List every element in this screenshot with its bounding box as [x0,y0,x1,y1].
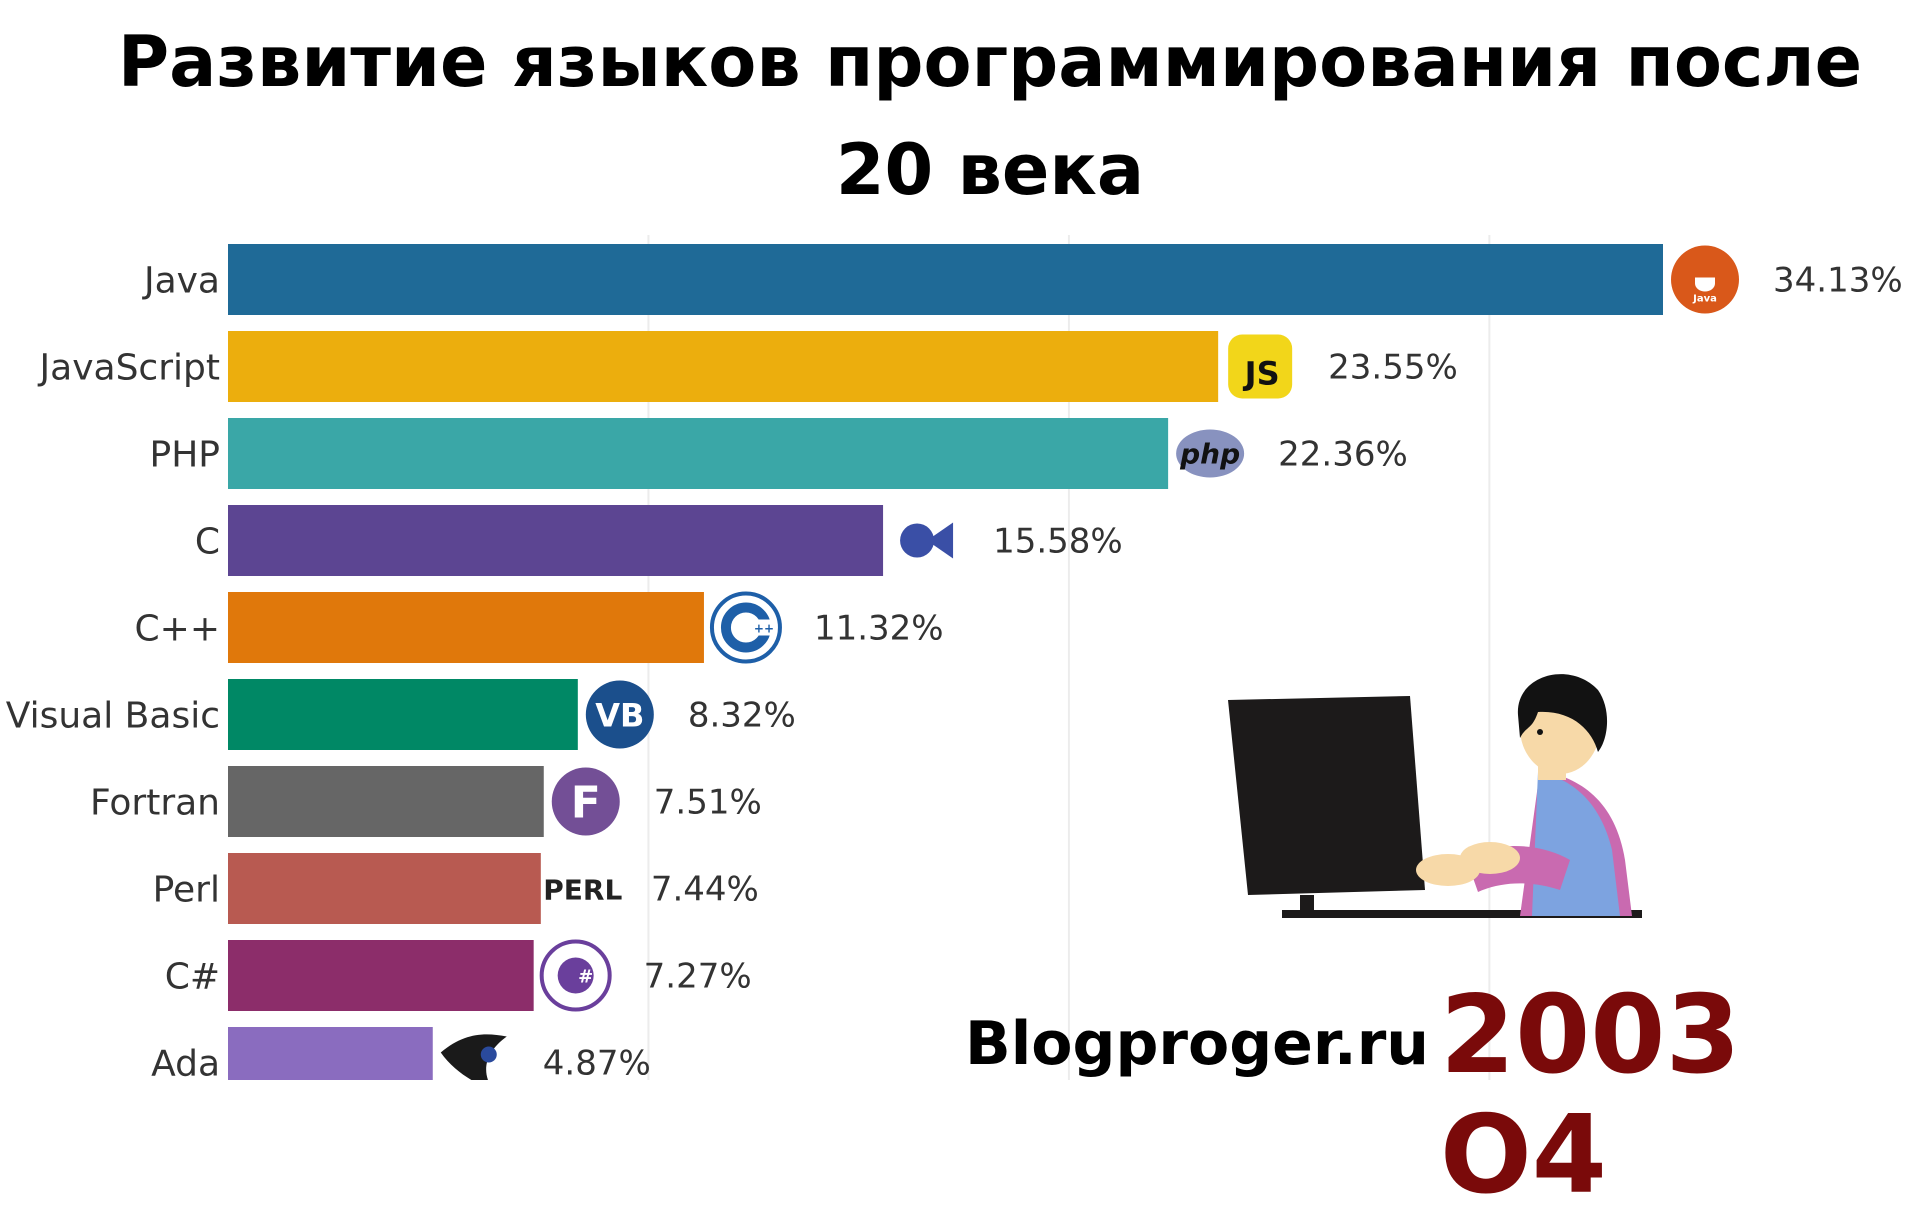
value-label: 34.13% [1773,261,1903,301]
fortran-icon: F [551,767,620,836]
svg-text:++: ++ [754,622,774,636]
value-label: 7.51% [654,783,762,823]
bar-c- [228,592,704,663]
period-label: 2003 O4 [1440,973,1741,1218]
value-label: 11.32% [814,609,944,649]
cpp-icon: ++ [709,591,782,664]
category-label: Ada [151,1044,220,1081]
visual-basic-icon: VB [585,680,654,749]
bar-ada [228,1027,433,1080]
csharp-icon: # [539,939,612,1012]
svg-text:F: F [571,778,601,829]
bar-java [228,244,1663,315]
bar-javascript [228,331,1219,402]
bar-c- [228,940,534,1011]
bar-chart: Java Java 34.13% JavaScript JS 23.55% PHP php 22… [6,235,1903,1081]
bar-fortran [228,766,544,837]
svg-text:VB: VB [595,697,644,735]
category-label: Java [142,261,220,302]
svg-text:php: php [1179,438,1240,471]
java-icon: Java [1671,245,1739,314]
value-label: 7.44% [651,870,759,910]
svg-text:PERL: PERL [543,874,622,907]
bar-visual-basic [228,679,578,750]
category-label: Visual Basic [6,696,220,737]
category-label: JavaScript [38,348,220,389]
category-label: Fortran [90,783,220,824]
javascript-icon: JS [1228,334,1293,399]
category-label: PHP [150,435,221,476]
value-label: 22.36% [1278,435,1408,475]
site-watermark: Blogproger.ru [965,1009,1430,1079]
value-label: 8.32% [688,696,796,736]
chart-title: Развитие языков программирования после 2… [117,21,1863,211]
category-label: C++ [135,609,220,650]
svg-text:#: # [578,967,593,988]
programmer-illustration [1220,660,1670,924]
value-label: 23.55% [1328,348,1458,388]
php-icon: php [1176,429,1245,478]
svg-text:JS: JS [1243,355,1280,393]
value-label: 4.87% [543,1044,651,1081]
bar-php [228,418,1169,489]
category-label: C# [165,957,220,998]
svg-text:Java: Java [1692,294,1717,305]
c-icon [900,522,954,559]
value-label: 15.58% [993,522,1123,562]
value-label: 7.27% [644,957,752,997]
category-label: C [195,522,220,563]
ada-icon [440,1034,507,1080]
bar-perl [228,853,541,924]
category-label: Perl [153,870,220,911]
bar-c [228,505,884,576]
perl-icon: PERL [543,874,622,907]
